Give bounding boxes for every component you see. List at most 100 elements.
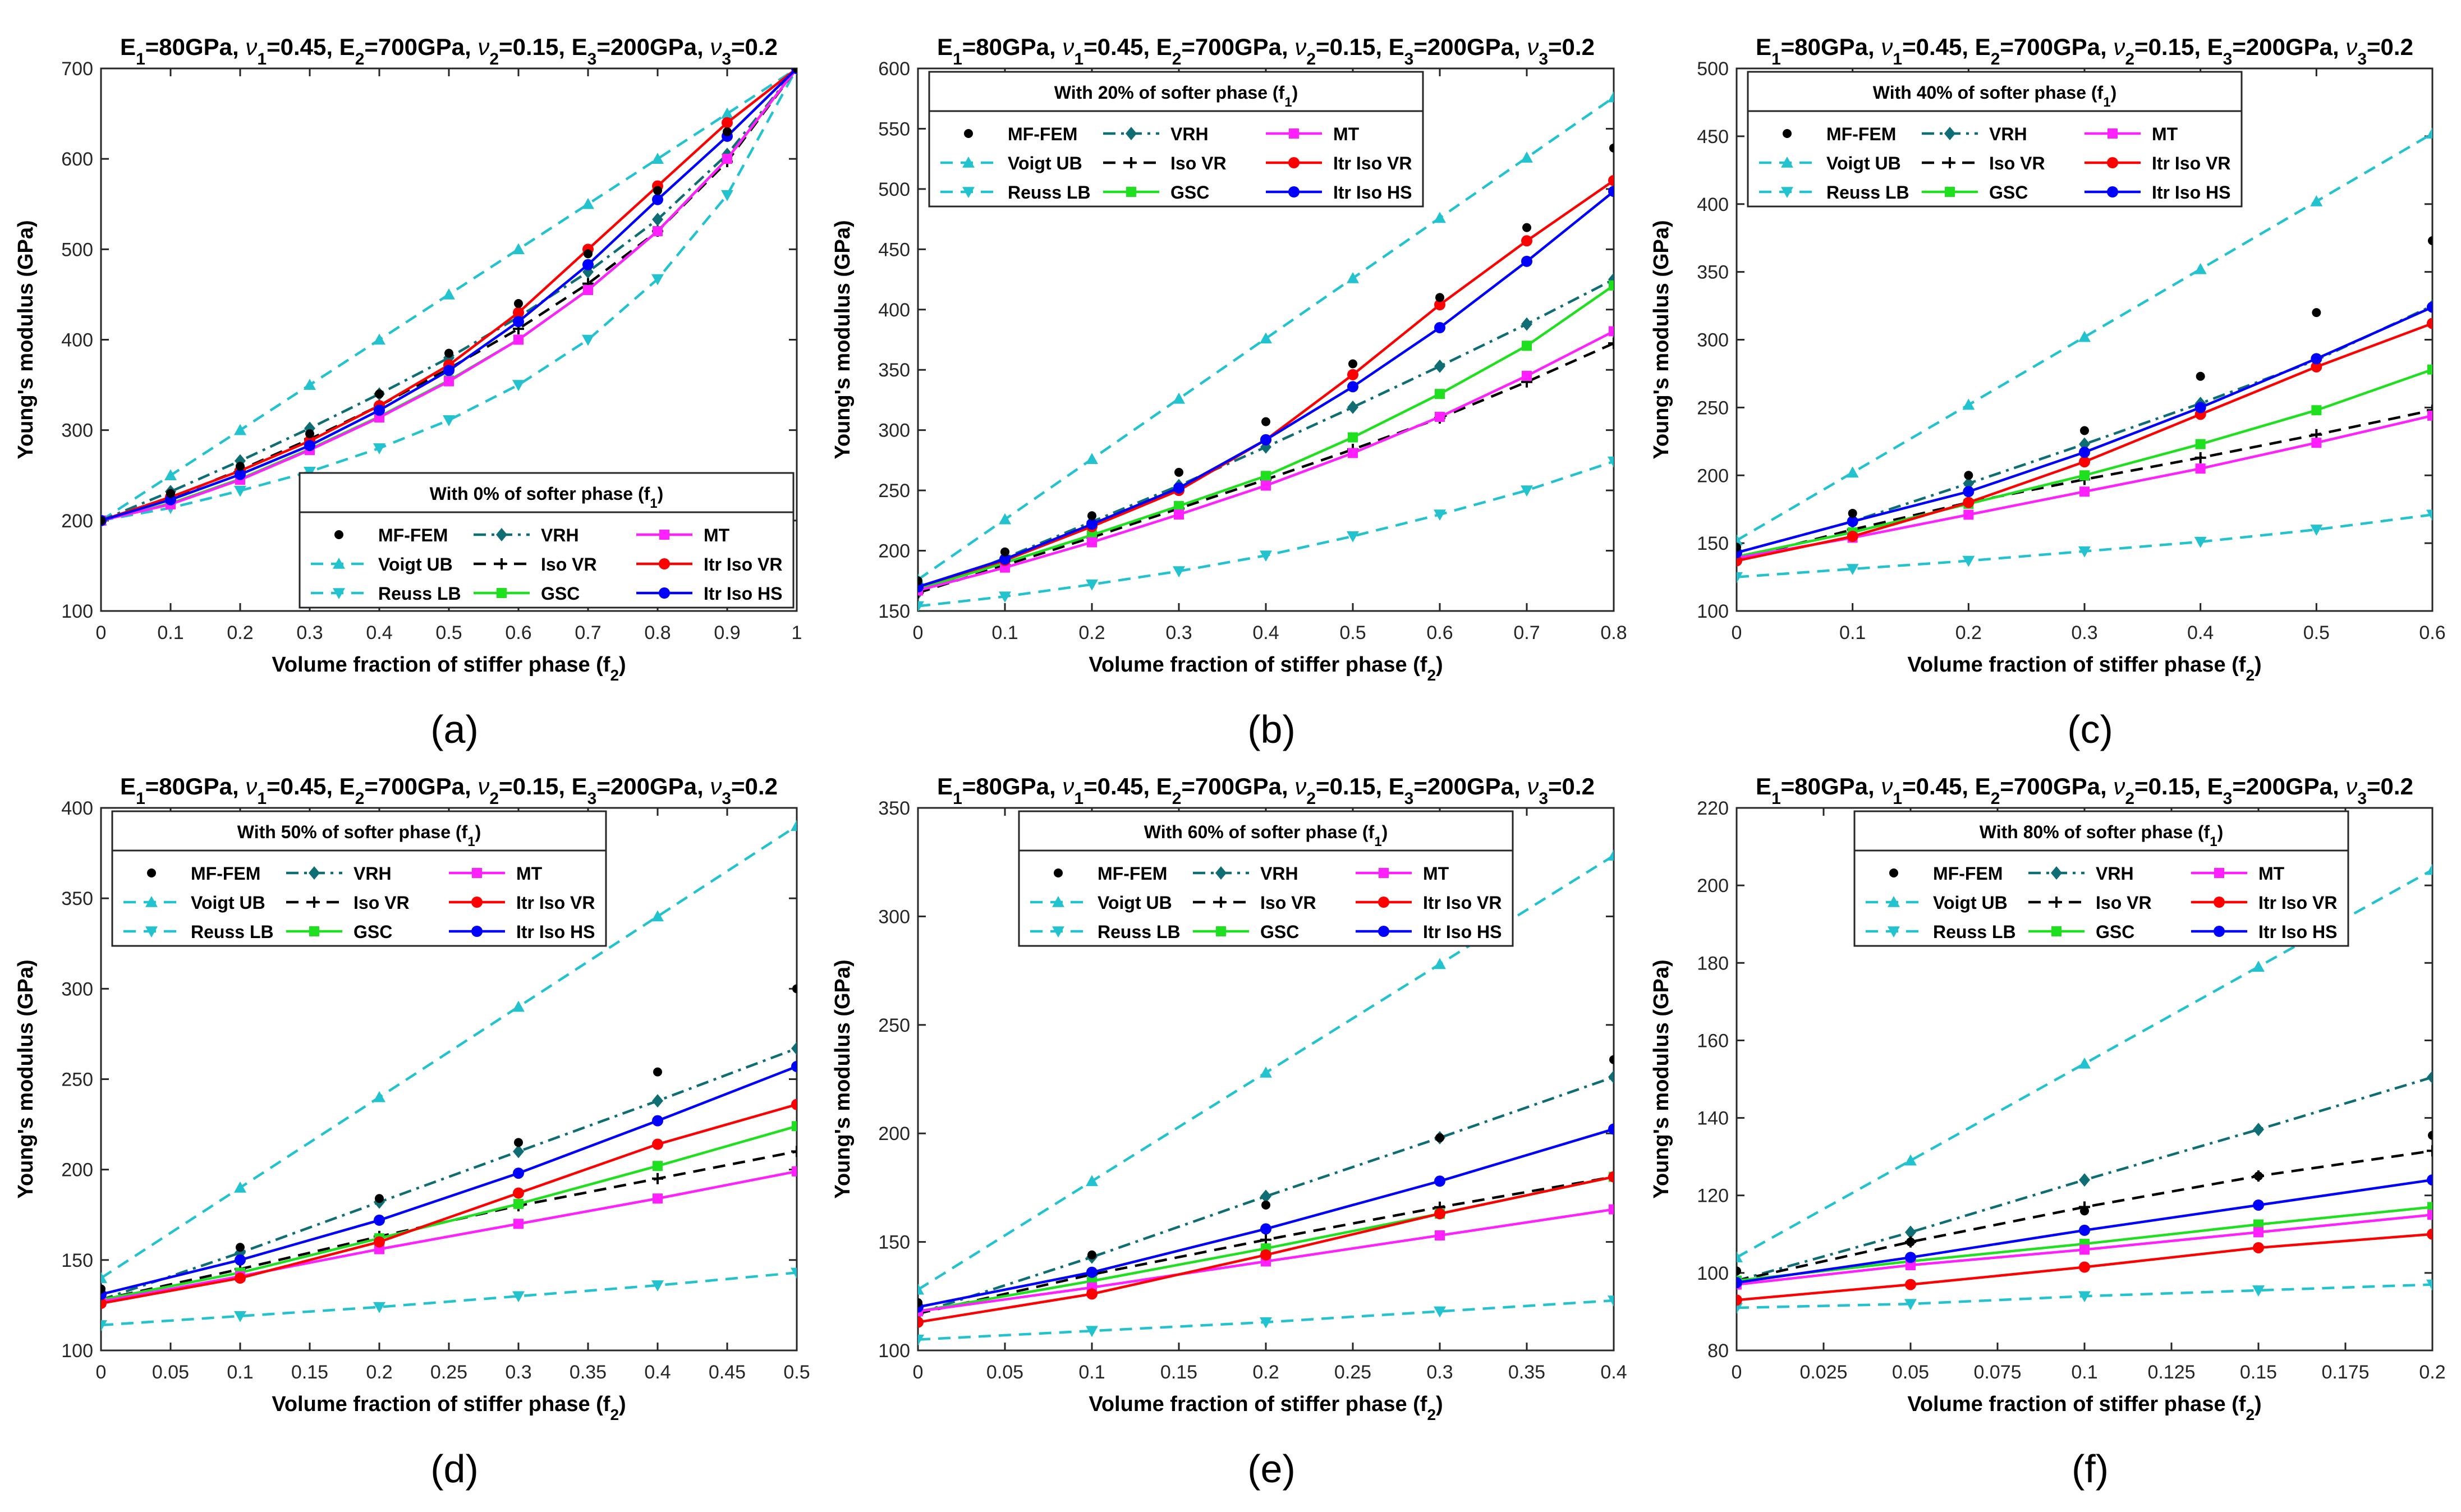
title-e1: E xyxy=(937,34,953,60)
title-e1-val: =80GPa, xyxy=(1781,773,1881,799)
panel-label: (a) xyxy=(430,707,479,751)
legend-entry-voigt: Voigt UB xyxy=(1030,893,1172,913)
legend-marker-mt xyxy=(2214,868,2224,878)
legend-label-isovr: Iso VR xyxy=(353,893,410,913)
point-voigt xyxy=(2194,263,2207,274)
point-itrvr xyxy=(1608,174,1614,186)
legend-title: With 50% of softer phase (f1) xyxy=(237,822,481,849)
point-itrhs xyxy=(513,1168,524,1179)
legend-entry-vrh: VRH xyxy=(1193,863,1298,884)
series-group xyxy=(101,68,797,527)
title-nu2-sub: 2 xyxy=(1306,789,1316,808)
title-e2-sub: 2 xyxy=(1172,50,1182,68)
x-axis-label-sub: 2 xyxy=(1427,1406,1436,1423)
legend-entry-itrvr: Itr Iso VR xyxy=(2191,893,2337,913)
title-nu1-val: =0.45, xyxy=(267,773,339,799)
legend-marker-mt xyxy=(472,868,482,878)
legend-label-itrhs: Itr Iso HS xyxy=(1333,182,1412,203)
x-tick-label: 0.05 xyxy=(152,1362,189,1383)
y-tick-label: 120 xyxy=(1697,1185,1729,1207)
point-mt xyxy=(722,154,732,164)
point-mffem xyxy=(584,249,593,259)
legend-entry-itrhs: Itr Iso HS xyxy=(1356,922,1502,942)
panel-0: 0 0.1 0.2 0.3 0.4 0.5 0.6 0.7 0.8 0.9 1 100 200 300 40… xyxy=(14,34,802,751)
point-itrhs xyxy=(2253,1199,2264,1211)
legend-entry-reuss: Reuss LB xyxy=(1866,922,2016,942)
point-voigt xyxy=(101,1272,107,1283)
legend-entry-vrh: VRH xyxy=(1103,124,1209,144)
x-tick-label: 0 xyxy=(913,1362,924,1383)
legend-marker-mffem xyxy=(1054,868,1063,877)
x-tick-label: 0.3 xyxy=(1426,1362,1453,1383)
title-nu1-sub: 1 xyxy=(257,50,267,68)
y-axis-label: Young's modulus (GPa) xyxy=(831,959,855,1198)
chart-title: E1=80GPa, ν1=0.45, E2=700GPa, ν2=0.15, E… xyxy=(120,34,778,68)
point-itrhs xyxy=(1905,1252,1916,1263)
legend-entry-isovr: Iso VR xyxy=(286,893,410,913)
point-itrvr xyxy=(1521,235,1532,247)
title-nu1: ν xyxy=(1881,773,1893,799)
point-itrhs xyxy=(582,259,594,270)
point-mt xyxy=(1906,1260,1916,1271)
series-itrhs xyxy=(101,1060,797,1300)
legend-title-text: With 50% of softer phase (f xyxy=(237,822,468,842)
title-nu1: ν xyxy=(1062,773,1074,799)
legend-label-mt: MT xyxy=(516,863,543,884)
series-group xyxy=(1737,127,2432,583)
series-group xyxy=(101,820,797,1331)
x-tick-label: 0.2 xyxy=(1078,622,1105,644)
legend-title: With 20% of softer phase (f1) xyxy=(1054,82,1298,110)
point-itrvr xyxy=(1086,1288,1098,1300)
legend-label-voigt: Voigt UB xyxy=(191,893,265,913)
point-reuss xyxy=(2310,525,2323,536)
point-reuss xyxy=(1846,564,1859,576)
point-itrvr xyxy=(1347,369,1358,380)
point-mt xyxy=(2427,1210,2432,1220)
x-tick-label: 0.4 xyxy=(366,622,392,644)
point-voigt xyxy=(999,513,1011,525)
legend-entry-itrvr: Itr Iso VR xyxy=(1266,153,1412,173)
point-mffem xyxy=(2254,1171,2263,1181)
point-voigt xyxy=(234,1181,246,1193)
x-tick-label: 0.2 xyxy=(2419,1362,2445,1383)
series-reuss xyxy=(918,456,1614,611)
title-e3-sub: 3 xyxy=(2223,789,2233,808)
point-mt xyxy=(1435,1230,1445,1240)
legend-title-sub: 1 xyxy=(2103,95,2110,110)
legend-marker-reuss xyxy=(1052,926,1064,937)
legend-title-end: ) xyxy=(1382,822,1388,842)
series-line-gsc xyxy=(101,1125,797,1301)
point-reuss xyxy=(2078,1291,2091,1303)
x-axis-label-text: Volume fraction of stiffer phase (f xyxy=(1907,653,2246,677)
legend-marker-mffem xyxy=(1889,868,1898,877)
x-tick-label: 0.3 xyxy=(505,1362,531,1383)
point-reuss xyxy=(1608,1295,1614,1307)
point-voigt xyxy=(1737,534,1743,546)
title-nu2-val: =0.15, xyxy=(1316,34,1389,60)
legend-label-gsc: GSC xyxy=(541,583,580,604)
point-reuss xyxy=(2426,509,2432,521)
legend-box xyxy=(111,810,607,947)
point-voigt xyxy=(512,1000,525,1012)
legend-marker-mffem xyxy=(147,868,156,877)
legend-marker-isovr xyxy=(496,558,507,569)
legend-entry-mffem: MF-FEM xyxy=(964,124,1077,144)
point-reuss xyxy=(1737,1303,1743,1315)
point-vrh xyxy=(791,1041,797,1055)
y-tick-label: 600 xyxy=(61,149,93,170)
x-axis-label-text: Volume fraction of stiffer phase (f xyxy=(272,1392,610,1416)
title-nu2-val: =0.15, xyxy=(1316,773,1389,799)
point-itrvr xyxy=(722,117,733,128)
point-reuss xyxy=(373,1302,385,1313)
point-mffem xyxy=(1261,1200,1270,1210)
legend-marker-itrvr xyxy=(1288,157,1300,168)
legend-title-sub: 1 xyxy=(2210,834,2217,849)
series-mffem xyxy=(918,143,1614,586)
title-nu3-sub: 3 xyxy=(2357,50,2367,68)
title-e2-sub: 2 xyxy=(355,50,365,68)
x-tick-label: 0.2 xyxy=(366,1362,392,1383)
point-gsc xyxy=(2253,1219,2263,1230)
legend-marker-mffem xyxy=(964,129,973,138)
y-tick-label: 200 xyxy=(61,511,93,532)
legend-label-itrhs: Itr Iso HS xyxy=(704,583,782,604)
